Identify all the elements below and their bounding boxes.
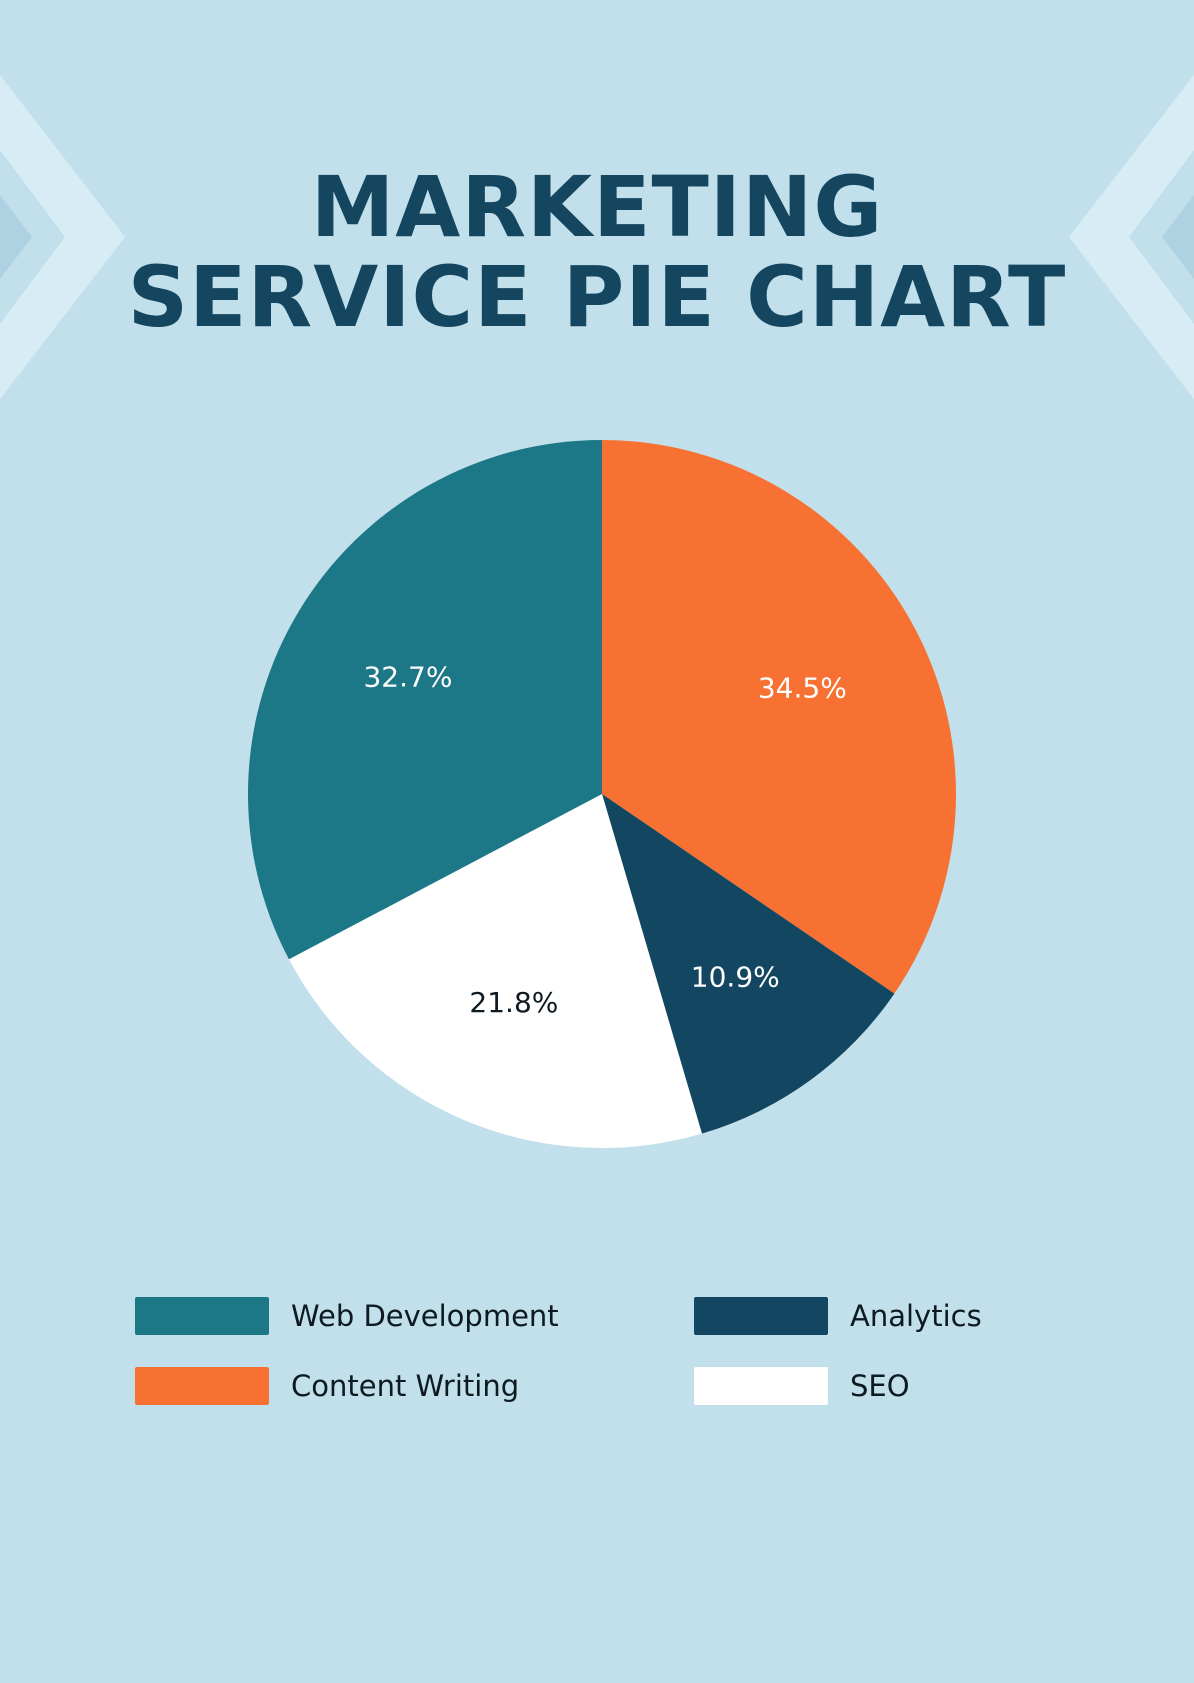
legend-item-content-writing: Content Writing xyxy=(135,1366,519,1406)
legend-label-analytics: Analytics xyxy=(850,1299,982,1333)
left-chevron-outer xyxy=(0,75,125,399)
right-chevron-inner xyxy=(1162,195,1194,279)
legend-swatch-analytics xyxy=(694,1297,828,1335)
legend-swatch-seo xyxy=(694,1367,828,1405)
pie-label-analytics: 10.9% xyxy=(691,961,780,994)
pie-slice-web-development xyxy=(248,440,602,960)
legend-item-web-development: Web Development xyxy=(135,1296,559,1336)
pie-slice-analytics xyxy=(602,794,895,1134)
page-title: MARKETING SERVICE PIE CHART xyxy=(0,162,1194,342)
legend-swatch-web-development xyxy=(135,1297,269,1335)
legend-label-content-writing: Content Writing xyxy=(291,1369,520,1403)
pie-slice-content-writing xyxy=(602,440,957,994)
chart-legend: Web Development Content Writing Analytic… xyxy=(135,1296,1095,1406)
legend-item-analytics: Analytics xyxy=(694,1296,982,1336)
title-line-2: SERVICE PIE CHART xyxy=(127,248,1067,346)
legend-swatch-content-writing xyxy=(135,1367,269,1405)
legend-label-web-development: Web Development xyxy=(291,1299,559,1333)
right-chevron-outer xyxy=(1069,75,1194,399)
legend-item-seo: SEO xyxy=(694,1366,910,1406)
pie-slice-seo xyxy=(288,794,702,1148)
pie-label-web-development: 32.7% xyxy=(363,661,452,694)
pie-label-content-writing: 34.5% xyxy=(758,672,847,705)
left-chevron-inner xyxy=(0,195,32,279)
legend-label-seo: SEO xyxy=(850,1369,910,1403)
title-line-1: MARKETING xyxy=(310,158,884,256)
pie-label-seo: 21.8% xyxy=(469,986,558,1019)
